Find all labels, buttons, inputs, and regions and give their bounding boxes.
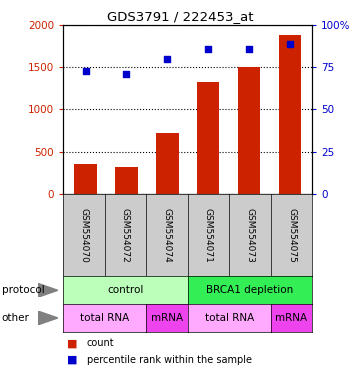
Point — [83, 68, 88, 74]
Text: BRCA1 depletion: BRCA1 depletion — [206, 285, 293, 295]
Bar — [238, 67, 260, 194]
Text: mRNA: mRNA — [151, 313, 183, 323]
Text: GSM554073: GSM554073 — [245, 208, 255, 263]
Polygon shape — [38, 283, 58, 297]
Text: GSM554071: GSM554071 — [204, 208, 213, 263]
Text: GSM554072: GSM554072 — [121, 208, 130, 263]
Point — [246, 46, 252, 52]
Text: protocol: protocol — [2, 285, 44, 295]
Point — [123, 71, 129, 77]
Bar — [197, 83, 219, 194]
Text: GSM554074: GSM554074 — [162, 208, 171, 263]
Point — [287, 40, 293, 46]
Text: total RNA: total RNA — [205, 313, 254, 323]
Text: GSM554070: GSM554070 — [79, 208, 88, 263]
Text: control: control — [107, 285, 144, 295]
Polygon shape — [38, 311, 58, 325]
Text: ■: ■ — [67, 338, 77, 348]
Text: total RNA: total RNA — [80, 313, 129, 323]
Point — [205, 46, 211, 52]
Text: other: other — [2, 313, 30, 323]
Bar — [156, 133, 179, 194]
Text: GDS3791 / 222453_at: GDS3791 / 222453_at — [107, 10, 254, 23]
Text: percentile rank within the sample: percentile rank within the sample — [87, 355, 252, 365]
Bar — [74, 164, 97, 194]
Text: ■: ■ — [67, 355, 77, 365]
Text: count: count — [87, 338, 114, 348]
Point — [164, 56, 170, 62]
Text: mRNA: mRNA — [275, 313, 308, 323]
Bar — [115, 167, 138, 194]
Text: GSM554075: GSM554075 — [287, 208, 296, 263]
Bar — [279, 35, 301, 194]
